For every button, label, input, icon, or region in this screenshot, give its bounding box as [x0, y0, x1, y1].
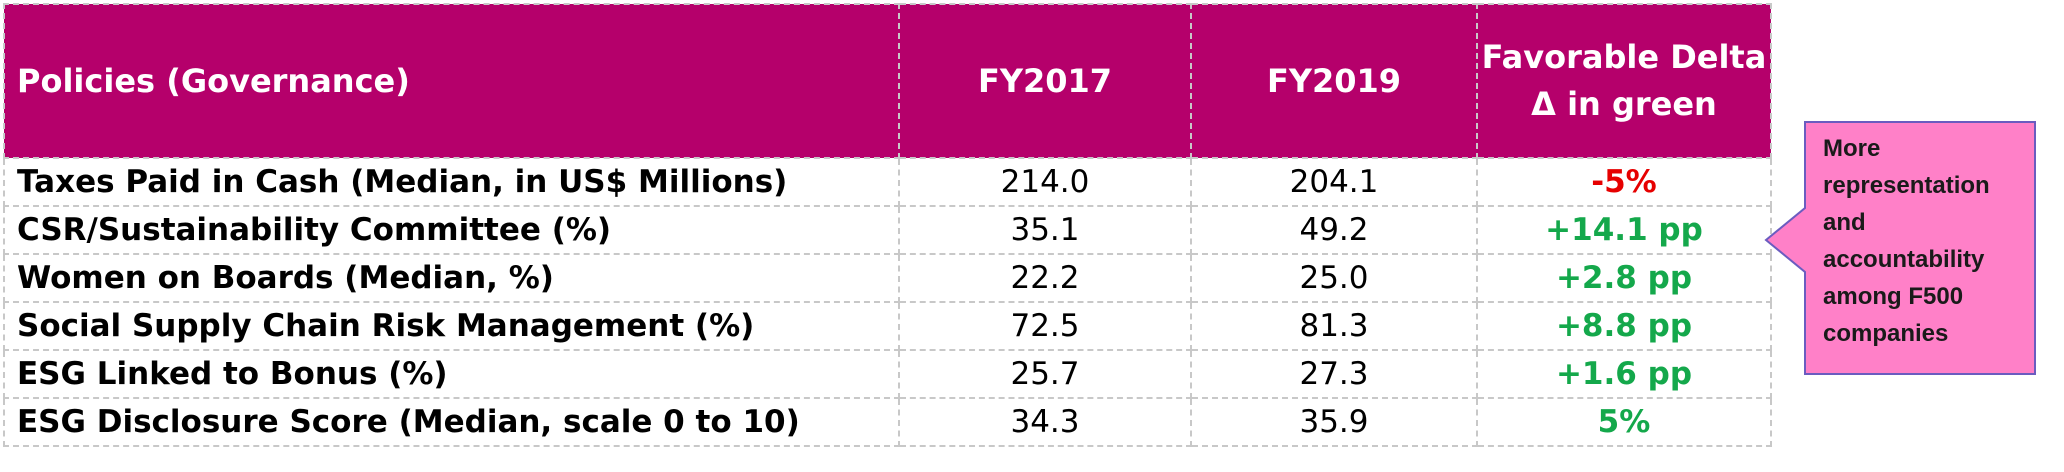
- fy2017-value: 35.1: [898, 205, 1192, 255]
- delta-value: +2.8 pp: [1476, 253, 1772, 303]
- fy2017-value: 72.5: [898, 301, 1192, 351]
- header-row: Policies (Governance) FY2017 FY2019 Favo…: [3, 3, 1772, 159]
- table-row: Taxes Paid in Cash (Median, in US$ Milli…: [3, 157, 1772, 207]
- row-label: CSR/Sustainability Committee (%): [3, 205, 900, 255]
- fy2019-value: 35.9: [1190, 397, 1478, 447]
- governance-policies-table: Policies (Governance) FY2017 FY2019 Favo…: [3, 3, 1772, 447]
- callout-shape: [1764, 121, 2036, 375]
- fy2019-value: 49.2: [1190, 205, 1478, 255]
- delta-value: 5%: [1476, 397, 1772, 447]
- table-row: Women on Boards (Median, %) 22.2 25.0 +2…: [3, 253, 1772, 303]
- table-row: CSR/Sustainability Committee (%) 35.1 49…: [3, 205, 1772, 255]
- header-fy2017: FY2017: [898, 3, 1192, 159]
- row-label: ESG Linked to Bonus (%): [3, 349, 900, 399]
- delta-value: -5%: [1476, 157, 1772, 207]
- row-label: ESG Disclosure Score (Median, scale 0 to…: [3, 397, 900, 447]
- fy2019-value: 25.0: [1190, 253, 1478, 303]
- delta-value: +8.8 pp: [1476, 301, 1772, 351]
- delta-value: +14.1 pp: [1476, 205, 1772, 255]
- fy2017-value: 22.2: [898, 253, 1192, 303]
- table-row: Social Supply Chain Risk Management (%) …: [3, 301, 1772, 351]
- delta-value: +1.6 pp: [1476, 349, 1772, 399]
- header-fy2019: FY2019: [1190, 3, 1478, 159]
- fy2017-value: 34.3: [898, 397, 1192, 447]
- fy2019-value: 27.3: [1190, 349, 1478, 399]
- header-policies: Policies (Governance): [3, 3, 900, 159]
- header-delta: Favorable Delta Δ in green: [1476, 3, 1772, 159]
- callout-box: More representation and accountability a…: [1764, 121, 2036, 375]
- fy2019-value: 204.1: [1190, 157, 1478, 207]
- fy2017-value: 25.7: [898, 349, 1192, 399]
- callout-text: More representation and accountability a…: [1823, 135, 1990, 347]
- row-label: Social Supply Chain Risk Management (%): [3, 301, 900, 351]
- fy2019-value: 81.3: [1190, 301, 1478, 351]
- table-row: ESG Disclosure Score (Median, scale 0 to…: [3, 397, 1772, 447]
- table-row: ESG Linked to Bonus (%) 25.7 27.3 +1.6 p…: [3, 349, 1772, 399]
- fy2017-value: 214.0: [898, 157, 1192, 207]
- row-label: Women on Boards (Median, %): [3, 253, 900, 303]
- row-label: Taxes Paid in Cash (Median, in US$ Milli…: [3, 157, 900, 207]
